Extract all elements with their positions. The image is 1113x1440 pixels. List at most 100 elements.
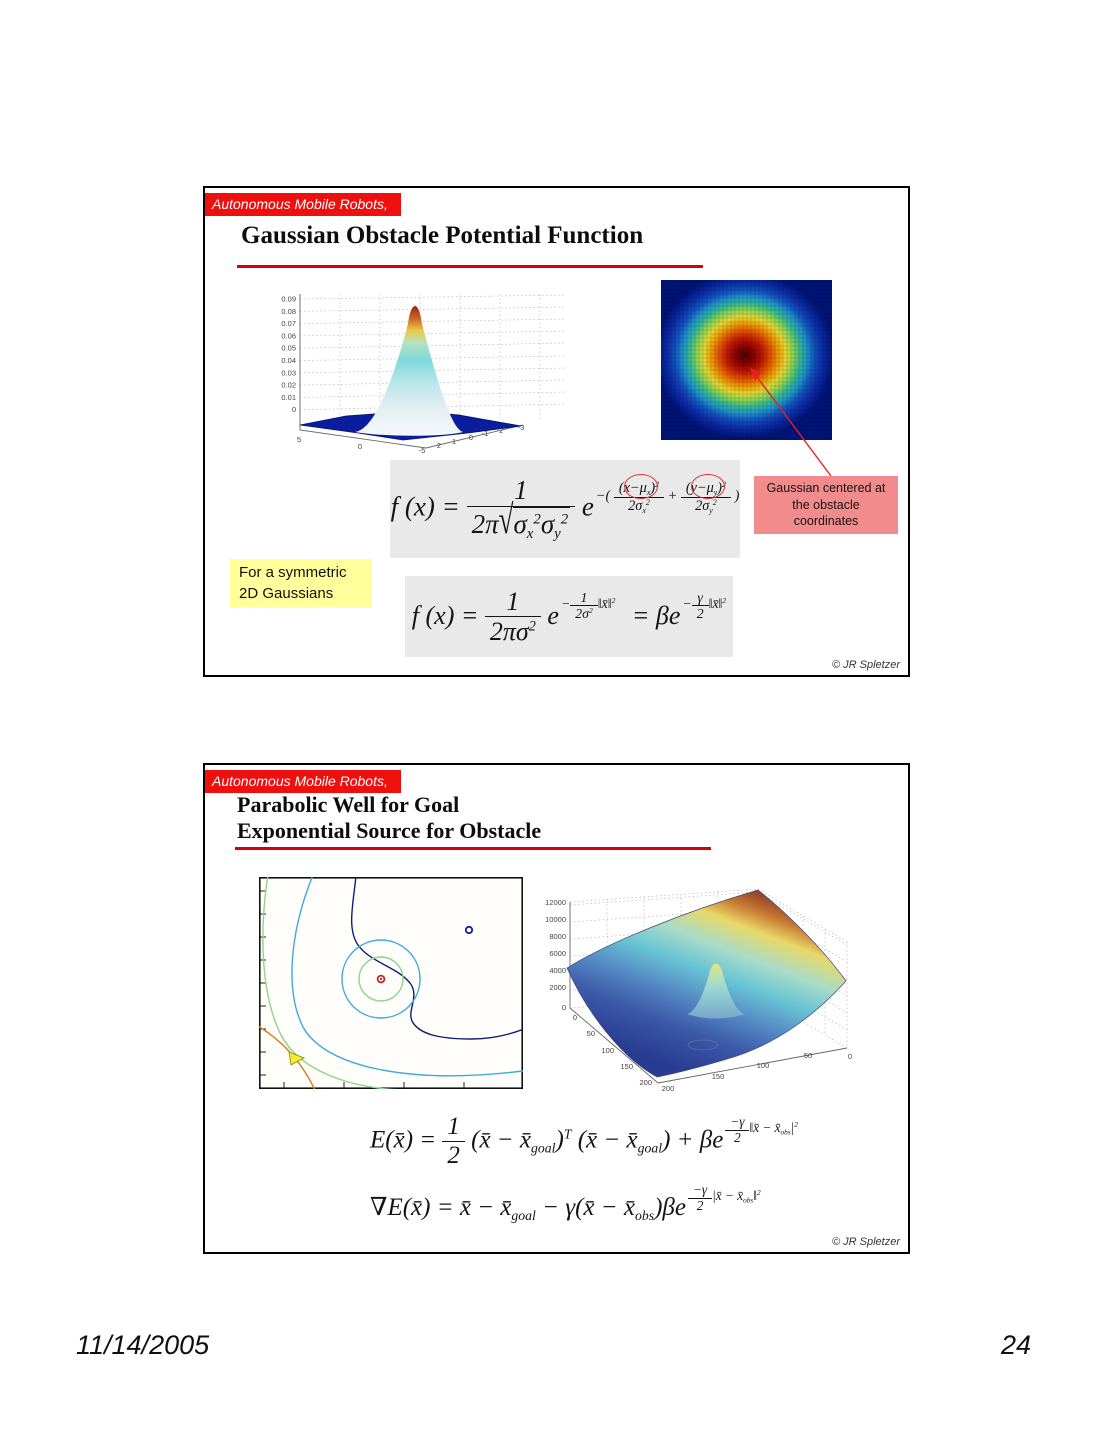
svg-text:100: 100 bbox=[757, 1061, 770, 1070]
formula-symmetric-gaussian: f (x) = 1 2πσ2 e −1 2σ2 ‖x̄‖2 = βe − γ 2 ‖x̄‖2 bbox=[405, 576, 733, 657]
svg-text:0: 0 bbox=[573, 1013, 577, 1022]
robot-marker bbox=[288, 1051, 306, 1066]
potential-surface-plot: 12000 10000 8000 6000 4000 2000 0 0 50 1… bbox=[537, 873, 869, 1107]
sqrt-sign: √ bbox=[498, 496, 514, 542]
x-tick-labels: 5 0 -5 2 1 0 -1 -2 -3 bbox=[297, 423, 524, 455]
svg-text:200: 200 bbox=[639, 1078, 652, 1087]
contour-plot-svg bbox=[259, 877, 523, 1089]
left-axis bbox=[569, 902, 659, 1084]
f1-lhs: f (x) = bbox=[390, 491, 460, 522]
gaussian-bell bbox=[355, 306, 463, 436]
f1-e: e bbox=[581, 491, 594, 522]
z-tick-labels: 12000 10000 8000 6000 4000 2000 0 bbox=[545, 898, 566, 1012]
y-tick-labels: 200 150 100 50 0 bbox=[662, 1051, 852, 1093]
axes bbox=[299, 294, 524, 449]
z-tick-labels: 0.09 0.08 0.07 0.06 0.05 0.04 0.03 0.02 … bbox=[281, 295, 296, 415]
gaussian-heatmap-svg bbox=[661, 280, 832, 440]
contour-frame bbox=[259, 877, 523, 1089]
svg-text:0.03: 0.03 bbox=[281, 368, 296, 377]
slide-parabolic-well: Autonomous Mobile Robots, Chapter 6 Para… bbox=[203, 763, 910, 1254]
svg-text:8000: 8000 bbox=[549, 932, 566, 941]
svg-text:0.04: 0.04 bbox=[281, 356, 296, 365]
formula-gradient-body: ∇E(x̄) = x̄ − x̄goal − γ(x̄ − x̄obs)βe −γ… bbox=[370, 1182, 761, 1223]
svg-text:50: 50 bbox=[804, 1051, 812, 1060]
svg-text:150: 150 bbox=[620, 1062, 633, 1071]
svg-text:0: 0 bbox=[358, 442, 362, 451]
x-tick-labels: 0 50 100 150 200 bbox=[573, 1013, 652, 1087]
svg-text:-5: -5 bbox=[419, 446, 426, 455]
contour-green-outer bbox=[262, 877, 397, 1089]
contour-plot bbox=[259, 877, 523, 1089]
potential-surface-plot-svg: 12000 10000 8000 6000 4000 2000 0 0 50 1… bbox=[545, 888, 852, 1093]
axis-ticks bbox=[260, 890, 465, 1088]
svg-text:150: 150 bbox=[712, 1072, 725, 1081]
red-circle-annotation bbox=[624, 473, 659, 500]
footer-date: 11/14/2005 bbox=[76, 1330, 210, 1360]
note-line-1: For a symmetric bbox=[239, 564, 347, 581]
callout-arrow bbox=[750, 368, 832, 477]
goal-marker bbox=[464, 925, 474, 935]
svg-text:12000: 12000 bbox=[545, 898, 566, 907]
slide-title-line-1: Parabolic Well for Goal bbox=[237, 792, 460, 817]
f1-exponent: −( (x−μx)2 2σx2 + (y−μy)2 2σy2 ) bbox=[596, 473, 739, 516]
svg-text:0.09: 0.09 bbox=[281, 295, 296, 304]
svg-text:0.05: 0.05 bbox=[281, 344, 296, 353]
chapter-banner: Autonomous Mobile Robots, Chapter 6 bbox=[205, 193, 401, 235]
formula-asymmetric-gaussian-body: f (x) = 1 2π√σx2σy2 e −( (x−μx)2 2σx2 + (y−… bbox=[390, 473, 739, 542]
footer-page-number: 24 bbox=[1001, 1330, 1032, 1360]
callout-gaussian-centered: Gaussian centered at the obstacle coordi… bbox=[754, 476, 898, 534]
surface-contour-ring bbox=[687, 1039, 719, 1051]
svg-text:2000: 2000 bbox=[549, 983, 566, 992]
formula-asymmetric-gaussian: f (x) = 1 2π√σx2σy2 e −( (x−μx)2 2σx2 + (y−… bbox=[390, 460, 740, 558]
contour-blue-outer bbox=[291, 877, 523, 1077]
copyright-credit: © JR Spletzer bbox=[831, 659, 900, 671]
svg-text:2: 2 bbox=[437, 441, 441, 450]
formula-gradient: ∇E(x̄) = x̄ − x̄goal − γ(x̄ − x̄obs)βe −γ… bbox=[370, 1182, 790, 1224]
svg-text:4000: 4000 bbox=[549, 966, 566, 975]
formula-symmetric-gaussian-body: f (x) = 1 2πσ2 e −1 2σ2 ‖x̄‖2 = βe − γ 2 ‖x̄‖2 bbox=[411, 586, 727, 646]
svg-text:0.01: 0.01 bbox=[281, 393, 296, 402]
slide-gaussian-obstacle: Autonomous Mobile Robots, Chapter 6 Gaus… bbox=[203, 186, 910, 677]
svg-text:0.02: 0.02 bbox=[281, 381, 296, 390]
title-underline bbox=[237, 265, 703, 268]
obstacle-bump bbox=[687, 963, 745, 1019]
gaussian-surface-plot: 0.09 0.08 0.07 0.06 0.05 0.04 0.03 0.02 … bbox=[263, 282, 583, 460]
bottom-axis bbox=[657, 1047, 848, 1084]
svg-text:-2: -2 bbox=[497, 426, 504, 435]
copyright-credit: © JR Spletzer bbox=[831, 1236, 900, 1248]
svg-text:0.08: 0.08 bbox=[281, 307, 296, 316]
contour-blue-inner bbox=[341, 939, 421, 1019]
svg-text:6000: 6000 bbox=[549, 949, 566, 958]
chapter-banner: Autonomous Mobile Robots, Chapter 6 bbox=[205, 770, 401, 812]
obstacle-marker-dot bbox=[379, 977, 383, 981]
svg-text:10000: 10000 bbox=[545, 915, 566, 924]
title-underline bbox=[235, 847, 711, 850]
svg-text:0: 0 bbox=[848, 1052, 852, 1061]
gaussian-heatmap bbox=[661, 280, 832, 440]
contour-orange bbox=[259, 1025, 316, 1089]
svg-text:-1: -1 bbox=[482, 429, 489, 438]
svg-text:100: 100 bbox=[601, 1046, 614, 1055]
svg-text:200: 200 bbox=[662, 1084, 675, 1093]
svg-text:1: 1 bbox=[452, 437, 456, 446]
note-symmetric-gaussians: For a symmetric 2D Gaussians bbox=[230, 559, 372, 607]
red-circle-annotation bbox=[690, 473, 726, 500]
f1-fraction: 1 2π√σx2σy2 bbox=[466, 475, 576, 542]
heatmap-grid-texture bbox=[661, 280, 832, 440]
svg-text:0: 0 bbox=[469, 433, 473, 442]
svg-text:0.07: 0.07 bbox=[281, 319, 296, 328]
note-line-2: 2D Gaussians bbox=[239, 585, 334, 602]
svg-text:-3: -3 bbox=[518, 423, 525, 432]
grid-lines bbox=[299, 294, 567, 420]
svg-text:50: 50 bbox=[587, 1029, 595, 1038]
slide-title-line-2: Exponential Source for Obstacle bbox=[237, 818, 542, 843]
svg-text:5: 5 bbox=[297, 435, 301, 444]
svg-text:0: 0 bbox=[292, 405, 296, 414]
svg-text:0: 0 bbox=[562, 1003, 566, 1012]
gaussian-surface-plot-svg: 0.09 0.08 0.07 0.06 0.05 0.04 0.03 0.02 … bbox=[281, 294, 567, 455]
surface-contour-ring bbox=[762, 1018, 788, 1028]
slide-title: Gaussian Obstacle Potential Function bbox=[241, 222, 644, 249]
